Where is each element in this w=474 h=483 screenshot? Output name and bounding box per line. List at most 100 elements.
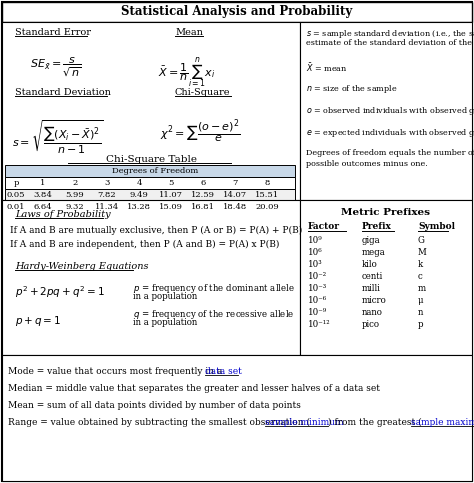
- Text: $e$ = expected individuals with observed genotype: $e$ = expected individuals with observed…: [306, 127, 474, 139]
- Bar: [2, 355, 472, 481]
- Text: Metric Prefixes: Metric Prefixes: [341, 208, 430, 217]
- Text: M: M: [418, 248, 427, 257]
- Bar: [5, 165, 295, 177]
- Bar: [5, 201, 295, 213]
- Text: $SE_{\bar{x}} = \dfrac{s}{\sqrt{n}}$: $SE_{\bar{x}} = \dfrac{s}{\sqrt{n}}$: [30, 55, 82, 78]
- Text: $p^2 + 2pq + q^2 = 1$: $p^2 + 2pq + q^2 = 1$: [15, 284, 105, 300]
- Text: giga: giga: [362, 236, 381, 245]
- Text: 7: 7: [232, 179, 237, 187]
- Text: centi: centi: [362, 272, 383, 281]
- Text: $\chi^2 = \sum\dfrac{(o-e)^2}{e}$: $\chi^2 = \sum\dfrac{(o-e)^2}{e}$: [160, 118, 240, 146]
- Text: Factor: Factor: [308, 222, 340, 231]
- Text: 10³: 10³: [308, 260, 323, 269]
- Text: $n$ = size of the sample: $n$ = size of the sample: [306, 83, 398, 95]
- Text: Hardy-Weinberg Equations: Hardy-Weinberg Equations: [15, 262, 148, 271]
- Text: 8: 8: [264, 179, 270, 187]
- Text: 0.01: 0.01: [7, 203, 25, 211]
- Text: possible outcomes minus one.: possible outcomes minus one.: [306, 160, 428, 168]
- Text: 18.48: 18.48: [223, 203, 247, 211]
- Text: 15.09: 15.09: [159, 203, 183, 211]
- Text: Chi-Square Table: Chi-Square Table: [107, 155, 198, 164]
- Text: estimate of the standard deviation of the population): estimate of the standard deviation of th…: [306, 39, 474, 47]
- Text: If A and B are independent, then P (A and B) = P(A) x P(B): If A and B are independent, then P (A an…: [10, 240, 279, 249]
- Text: Symbol: Symbol: [418, 222, 455, 231]
- Text: $\bar{X}$ = mean: $\bar{X}$ = mean: [306, 61, 348, 74]
- Text: 14.07: 14.07: [223, 191, 247, 199]
- Text: 0.05: 0.05: [7, 191, 25, 199]
- Bar: [2, 200, 300, 355]
- Text: 10⁻⁶: 10⁻⁶: [308, 296, 327, 305]
- Text: Mean: Mean: [175, 28, 203, 37]
- Text: Degrees of Freedom: Degrees of Freedom: [112, 167, 198, 175]
- Text: 13.28: 13.28: [127, 203, 151, 211]
- Text: Statistical Analysis and Probability: Statistical Analysis and Probability: [121, 5, 353, 18]
- Bar: [2, 2, 472, 22]
- Text: 7.82: 7.82: [98, 191, 116, 199]
- Text: Mode = value that occurs most frequently in a: Mode = value that occurs most frequently…: [8, 367, 225, 376]
- Text: kilo: kilo: [362, 260, 378, 269]
- Text: If A and B are mutually exclusive, then P (A or B) = P(A) + P(B): If A and B are mutually exclusive, then …: [10, 226, 302, 235]
- Text: Standard Deviation: Standard Deviation: [15, 88, 111, 97]
- Text: in a population: in a population: [133, 318, 197, 327]
- Text: ) from the greatest (: ) from the greatest (: [328, 418, 422, 427]
- Text: sample maximum: sample maximum: [411, 418, 474, 427]
- Text: 10⁻¹²: 10⁻¹²: [308, 320, 331, 329]
- Text: G: G: [418, 236, 425, 245]
- Text: data set: data set: [205, 367, 242, 376]
- Text: c: c: [418, 272, 423, 281]
- Text: 4: 4: [136, 179, 142, 187]
- Text: 6.64: 6.64: [34, 203, 52, 211]
- Text: 9.32: 9.32: [66, 203, 84, 211]
- Text: micro: micro: [362, 296, 387, 305]
- Text: k: k: [418, 260, 423, 269]
- Bar: [300, 22, 472, 200]
- Text: 5.99: 5.99: [65, 191, 84, 199]
- Text: 6: 6: [201, 179, 206, 187]
- Text: Range = value obtained by subtracting the smallest observation (: Range = value obtained by subtracting th…: [8, 418, 310, 427]
- Bar: [2, 22, 300, 200]
- Text: 3: 3: [104, 179, 109, 187]
- Text: 15.51: 15.51: [255, 191, 279, 199]
- Text: Mean = sum of all data points divided by number of data points: Mean = sum of all data points divided by…: [8, 401, 301, 410]
- Text: μ: μ: [418, 296, 423, 305]
- Bar: [300, 200, 472, 355]
- Text: Chi-Square: Chi-Square: [175, 88, 230, 97]
- Text: 11.07: 11.07: [159, 191, 183, 199]
- Text: Prefix: Prefix: [362, 222, 392, 231]
- Text: m: m: [418, 284, 426, 293]
- Text: sample minimum: sample minimum: [265, 418, 344, 427]
- Text: $p$ = frequency of the dominant allele: $p$ = frequency of the dominant allele: [133, 282, 295, 295]
- Text: p: p: [13, 179, 18, 187]
- Text: n: n: [418, 308, 423, 317]
- Text: milli: milli: [362, 284, 381, 293]
- Text: 3.84: 3.84: [34, 191, 53, 199]
- Text: 10⁻²: 10⁻²: [308, 272, 327, 281]
- Text: 5: 5: [168, 179, 173, 187]
- Text: $p + q = 1$: $p + q = 1$: [15, 314, 61, 328]
- Text: Standard Error: Standard Error: [15, 28, 91, 37]
- Text: nano: nano: [362, 308, 383, 317]
- Text: 10⁻⁹: 10⁻⁹: [308, 308, 327, 317]
- Text: Laws of Probability: Laws of Probability: [15, 210, 110, 219]
- Text: $\bar{X} = \dfrac{1}{n}\sum_{i=1}^{n} x_i$: $\bar{X} = \dfrac{1}{n}\sum_{i=1}^{n} x_…: [158, 55, 216, 89]
- Text: 10⁻³: 10⁻³: [308, 284, 327, 293]
- Text: 1: 1: [40, 179, 46, 187]
- Text: $o$ = observed individuals with observed genotype: $o$ = observed individuals with observed…: [306, 105, 474, 117]
- Bar: [5, 189, 295, 201]
- Text: $s$ = sample standard deviation (i.e., the sample based: $s$ = sample standard deviation (i.e., t…: [306, 28, 474, 40]
- Text: in a population: in a population: [133, 292, 197, 301]
- Text: 10⁶: 10⁶: [308, 248, 323, 257]
- Text: 9.49: 9.49: [129, 191, 148, 199]
- Text: 12.59: 12.59: [191, 191, 215, 199]
- Bar: [5, 177, 295, 189]
- Text: Median = middle value that separates the greater and lesser halves of a data set: Median = middle value that separates the…: [8, 384, 380, 393]
- Text: 2: 2: [73, 179, 78, 187]
- Text: Degrees of freedom equals the number of distinct: Degrees of freedom equals the number of …: [306, 149, 474, 157]
- Text: $s = \sqrt{\dfrac{\sum (X_i - \bar{X})^2}{n-1}}$: $s = \sqrt{\dfrac{\sum (X_i - \bar{X})^2…: [12, 118, 104, 156]
- Text: mega: mega: [362, 248, 386, 257]
- Text: $q$ = frequency of the recessive allele: $q$ = frequency of the recessive allele: [133, 308, 294, 321]
- Text: 20.09: 20.09: [255, 203, 279, 211]
- Text: 16.81: 16.81: [191, 203, 215, 211]
- Text: p: p: [418, 320, 423, 329]
- Text: 10⁹: 10⁹: [308, 236, 323, 245]
